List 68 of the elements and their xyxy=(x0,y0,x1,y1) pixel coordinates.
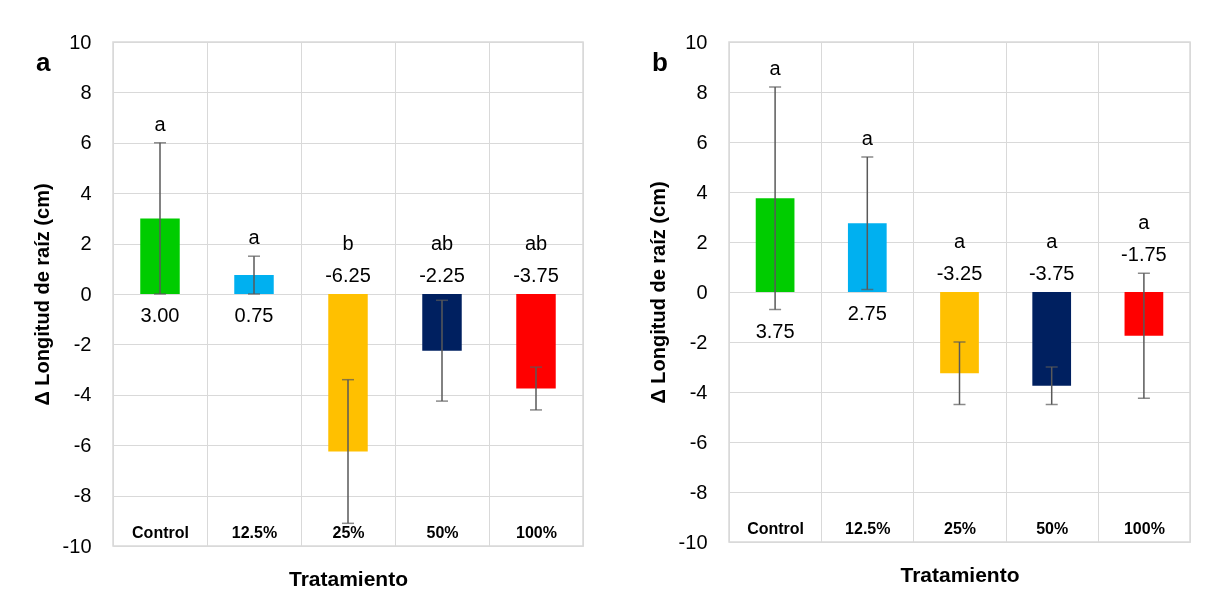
data-label: 3.75 xyxy=(755,319,795,342)
data-label: 0.75 xyxy=(234,304,274,326)
bar xyxy=(1124,292,1164,336)
data-label: -6.25 xyxy=(325,264,371,286)
y-tick-label: 6 xyxy=(696,130,708,153)
bar xyxy=(755,198,795,292)
bar xyxy=(140,218,180,294)
y-tick-label: 10 xyxy=(69,30,92,53)
y-tick-label: -2 xyxy=(73,332,92,355)
data-label: 2.75 xyxy=(847,302,887,324)
data-label: 3.00 xyxy=(140,304,180,326)
y-tick-label: 6 xyxy=(80,131,92,154)
bar xyxy=(328,294,368,452)
x-tick-label: 25% xyxy=(943,519,977,537)
chart-title: a xyxy=(36,47,52,77)
data-label: -3.75 xyxy=(513,264,559,286)
x-tick-label: Control xyxy=(132,523,189,541)
data-label: -3.75 xyxy=(1028,262,1075,284)
annotation: a xyxy=(248,226,261,249)
y-tick-label: 4 xyxy=(696,180,708,203)
y-tick-label: 0 xyxy=(696,280,708,303)
x-tick-label: 50% xyxy=(1036,519,1069,537)
y-tick-label: -4 xyxy=(689,380,708,403)
y-tick-label: 0 xyxy=(80,282,92,305)
y-tick-label: -4 xyxy=(73,383,92,406)
y-axis-title: Δ Longitud de raíz (cm) xyxy=(646,181,669,404)
y-tick-label: -6 xyxy=(73,433,92,456)
y-tick-label: 8 xyxy=(80,80,92,103)
y-tick-label: -10 xyxy=(678,530,708,553)
annotation: b xyxy=(342,232,354,254)
x-tick-label: 100% xyxy=(1123,519,1165,537)
bar xyxy=(234,275,274,294)
y-tick-label: -6 xyxy=(689,430,708,453)
data-label: -1.75 xyxy=(1121,243,1167,266)
data-label: -2.25 xyxy=(419,264,465,286)
x-tick-label: 12.5% xyxy=(845,519,891,537)
y-tick-label: -8 xyxy=(73,484,92,507)
annotation: ab xyxy=(430,232,454,254)
annotation: a xyxy=(769,57,782,79)
y-tick-label: -10 xyxy=(62,534,92,557)
annotation: a xyxy=(1046,230,1059,252)
bar xyxy=(847,223,887,292)
x-axis-title: Tratamiento xyxy=(288,566,409,590)
bar xyxy=(940,292,979,374)
y-tick-label: 4 xyxy=(80,181,92,204)
x-axis-title: Tratamiento xyxy=(900,562,1020,586)
y-tick-label: 8 xyxy=(696,80,708,103)
y-axis-title: Δ Longitud de raíz (cm) xyxy=(30,183,53,406)
bar xyxy=(516,294,556,389)
annotation: a xyxy=(953,230,966,252)
bar xyxy=(1032,292,1072,386)
x-tick-label: 100% xyxy=(516,523,557,541)
x-tick-label: Control xyxy=(747,519,805,537)
x-tick-label: 25% xyxy=(332,523,365,541)
y-tick-label: 2 xyxy=(696,230,708,253)
y-tick-label: -2 xyxy=(689,330,708,353)
x-tick-label: 12.5% xyxy=(231,523,278,541)
y-tick-label: -8 xyxy=(689,480,708,503)
annotation: a xyxy=(1138,211,1151,234)
x-tick-label: 50% xyxy=(426,523,459,541)
annotation: ab xyxy=(524,232,548,254)
chart-title: b xyxy=(652,47,668,77)
data-label: -3.25 xyxy=(936,262,983,284)
y-tick-label: 10 xyxy=(685,30,708,53)
y-tick-label: 2 xyxy=(80,232,92,255)
bar xyxy=(422,294,462,351)
annotation: a xyxy=(154,112,167,135)
annotation: a xyxy=(861,127,874,149)
